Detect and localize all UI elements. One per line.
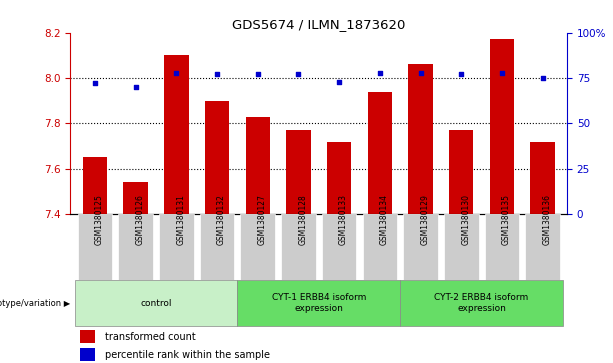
Point: [253, 72, 262, 77]
Text: genotype/variation ▶: genotype/variation ▶: [0, 299, 70, 307]
Text: control: control: [140, 299, 172, 307]
Point: [294, 72, 303, 77]
Point: [172, 70, 181, 76]
FancyBboxPatch shape: [322, 214, 356, 280]
Bar: [530, 142, 555, 214]
Text: GSM1380125: GSM1380125: [95, 194, 104, 245]
Bar: [80, 330, 96, 343]
Point: [416, 70, 425, 76]
FancyBboxPatch shape: [200, 214, 234, 280]
Bar: [83, 158, 107, 214]
Text: GSM1380131: GSM1380131: [177, 194, 185, 245]
Text: GSM1380127: GSM1380127: [257, 194, 267, 245]
FancyBboxPatch shape: [75, 281, 237, 326]
Bar: [408, 64, 433, 214]
Text: GSM1380132: GSM1380132: [217, 194, 226, 245]
FancyBboxPatch shape: [444, 214, 479, 280]
FancyBboxPatch shape: [485, 214, 519, 280]
Text: transformed count: transformed count: [105, 332, 196, 342]
Bar: [123, 183, 148, 214]
Bar: [490, 40, 514, 214]
Point: [456, 72, 466, 77]
Text: GSM1380133: GSM1380133: [339, 194, 348, 245]
FancyBboxPatch shape: [403, 214, 438, 280]
FancyBboxPatch shape: [362, 214, 397, 280]
Bar: [80, 348, 96, 361]
FancyBboxPatch shape: [281, 214, 316, 280]
Point: [334, 79, 344, 85]
Point: [375, 70, 385, 76]
Text: GSM1380134: GSM1380134: [380, 194, 389, 245]
Bar: [245, 117, 270, 214]
Text: GSM1380128: GSM1380128: [299, 194, 307, 245]
Point: [131, 84, 140, 90]
FancyBboxPatch shape: [525, 214, 560, 280]
FancyBboxPatch shape: [118, 214, 153, 280]
Bar: [368, 91, 392, 214]
Point: [212, 72, 222, 77]
Bar: [164, 55, 189, 214]
FancyBboxPatch shape: [237, 281, 400, 326]
Text: GSM1380129: GSM1380129: [421, 194, 430, 245]
Text: percentile rank within the sample: percentile rank within the sample: [105, 350, 270, 360]
Title: GDS5674 / ILMN_1873620: GDS5674 / ILMN_1873620: [232, 19, 405, 32]
Bar: [327, 142, 351, 214]
Text: GSM1380135: GSM1380135: [502, 194, 511, 245]
Point: [497, 70, 507, 76]
Text: GSM1380126: GSM1380126: [135, 194, 145, 245]
FancyBboxPatch shape: [240, 214, 275, 280]
Bar: [205, 101, 229, 214]
Text: GSM1380130: GSM1380130: [461, 194, 470, 245]
FancyBboxPatch shape: [400, 281, 563, 326]
FancyBboxPatch shape: [78, 214, 112, 280]
Bar: [449, 130, 473, 214]
Text: CYT-2 ERBB4 isoform
expression: CYT-2 ERBB4 isoform expression: [435, 293, 528, 313]
Point: [538, 75, 547, 81]
Text: GSM1380136: GSM1380136: [543, 194, 552, 245]
Point: [90, 81, 100, 86]
Bar: [286, 130, 311, 214]
Text: CYT-1 ERBB4 isoform
expression: CYT-1 ERBB4 isoform expression: [272, 293, 366, 313]
FancyBboxPatch shape: [159, 214, 194, 280]
